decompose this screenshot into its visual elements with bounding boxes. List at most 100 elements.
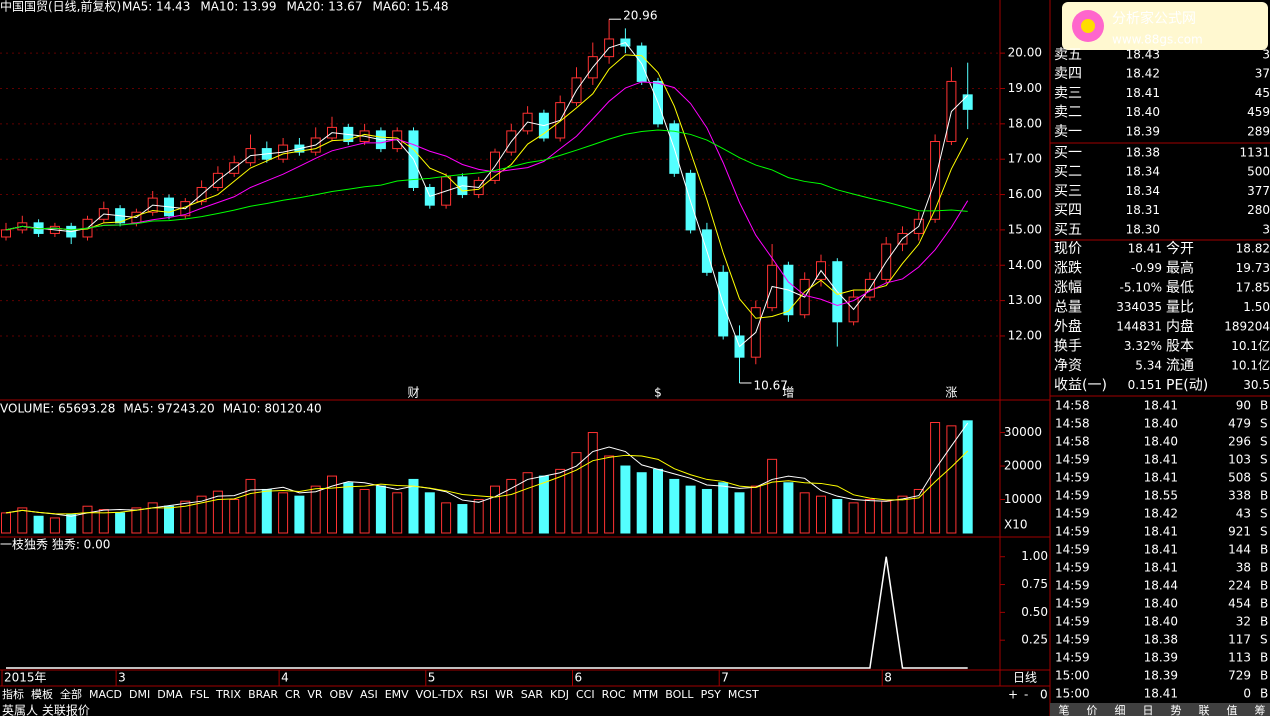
indicator-tab[interactable]: KDJ [550,688,569,701]
zoom-button[interactable]: + [1008,688,1018,702]
book-label: 买一 [1054,145,1082,161]
volume-bar [66,514,77,534]
tick-price: 18.39 [1144,651,1178,665]
indicator-line [6,556,968,669]
quote-label: 净资 [1054,358,1082,374]
panel-tab[interactable]: 日 [1143,704,1154,716]
volume-bar [490,485,500,534]
x-tick-label: 4 [281,671,289,685]
chart-title: 中国国贸(日线,前复权) [0,0,121,14]
ma-label: MA60: 15.48 [373,0,449,14]
volume-bar [33,515,44,534]
tick-price: 18.55 [1144,489,1178,503]
volume-bar [131,507,142,534]
indicator-tab[interactable]: BRAR [248,688,278,701]
tick-side: B [1260,561,1268,575]
panel-tab[interactable]: 价 [1087,704,1098,716]
volume-bar [881,500,892,534]
volume-bar [261,488,272,534]
tick-time: 14:59 [1055,525,1090,539]
volume-bar [212,490,223,534]
tick-side: B [1260,597,1268,611]
quote-value: 5.34 [1135,359,1162,373]
y-tick-label: 0.25 [1021,633,1048,647]
tick-price: 18.42 [1144,507,1178,521]
candle-body [1,229,11,238]
indicator-tab[interactable]: BOLL [665,688,694,701]
x-tick-label: 8 [884,671,892,685]
indicator-tab[interactable]: PSY [701,688,722,701]
indicator-tab[interactable]: VOL-TDX [416,688,464,701]
panel-tab[interactable]: 值 [1227,704,1238,716]
indicator-tab[interactable]: EMV [385,688,409,701]
ma-label: MA5: 14.43 [122,0,190,14]
indicator-tab[interactable]: RSI [470,688,488,701]
book-price: 18.42 [1126,67,1160,81]
tick-volume: 0 [1243,687,1251,701]
volume-bar [245,478,256,534]
indicator-tab[interactable]: CCI [576,688,595,701]
indicator-tab[interactable]: MACD [89,688,122,701]
indicator-tab[interactable]: DMI [129,688,150,701]
indicator-tab[interactable]: MTM [633,688,659,701]
panel-tab[interactable]: 筹 [1255,703,1266,716]
zoom-button[interactable]: - [1024,688,1028,702]
book-volume: 1131 [1239,146,1270,160]
tick-side: B [1260,651,1268,665]
price-annotation: 10.67 [754,378,788,392]
zoom-button[interactable]: 0 [1040,688,1048,702]
indicator-tab[interactable]: VR [307,688,323,701]
quote-value: 30.5 [1243,378,1270,392]
panel-tab[interactable]: 势 [1171,704,1182,716]
volume-bar [473,499,484,534]
volume-label: VOLUME: 65693.28 [0,402,115,416]
x-tick-label: 3 [118,671,126,685]
volume-ma-line [5,450,969,515]
book-label: 买四 [1054,203,1082,219]
panel-tab[interactable]: 笔 [1059,703,1070,716]
tick-price: 18.39 [1144,669,1178,683]
indicator-tab[interactable]: 全部 [60,687,82,701]
volume-bar [767,458,778,534]
panel-tab[interactable]: 细 [1115,704,1126,716]
tick-price: 18.40 [1144,417,1178,431]
indicator-tab[interactable]: FSL [190,688,210,701]
tick-time: 15:00 [1055,687,1090,701]
tick-volume: 921 [1228,525,1251,539]
book-price: 18.40 [1126,105,1160,119]
tick-time: 14:58 [1055,399,1090,413]
tick-price: 18.40 [1144,615,1178,629]
ma-line [5,41,969,348]
tick-price: 18.44 [1144,579,1178,593]
quote-label: 现价 [1054,241,1082,257]
tick-side: S [1260,507,1268,521]
quote-label: 外盘 [1054,318,1082,335]
indicator-tab[interactable]: ROC [602,688,626,701]
indicator-tab[interactable]: ASI [360,688,378,701]
tick-time: 15:00 [1055,669,1090,683]
tick-volume: 224 [1228,579,1251,593]
tick-volume: 338 [1228,489,1251,503]
quote-value: -0.99 [1131,261,1162,275]
panel-tab[interactable]: 联 [1199,704,1210,716]
volume-bar [848,502,859,534]
quote-value: 189204 [1224,320,1270,334]
indicator-tab[interactable]: WR [495,688,514,701]
indicator-tab[interactable]: OBV [330,688,354,701]
book-volume: 289 [1247,124,1270,138]
tick-price: 18.41 [1144,453,1178,467]
volume-bar [783,482,794,534]
indicator-tab[interactable]: 模板 [31,687,53,701]
indicator-tab[interactable]: MCST [728,688,759,701]
tick-side: B [1260,615,1268,629]
tick-time: 14:59 [1055,543,1090,557]
indicator-tab[interactable]: TRIX [215,688,242,701]
indicator-tab[interactable]: 指标 [2,687,24,701]
quote-label: 股本 [1166,339,1194,355]
indicator-tab[interactable]: DMA [157,688,183,701]
indicator-tab[interactable]: SAR [521,688,544,701]
volume-bar [147,502,158,534]
y-tick-label: 12.00 [1008,328,1042,342]
indicator-tab[interactable]: CR [285,688,301,701]
